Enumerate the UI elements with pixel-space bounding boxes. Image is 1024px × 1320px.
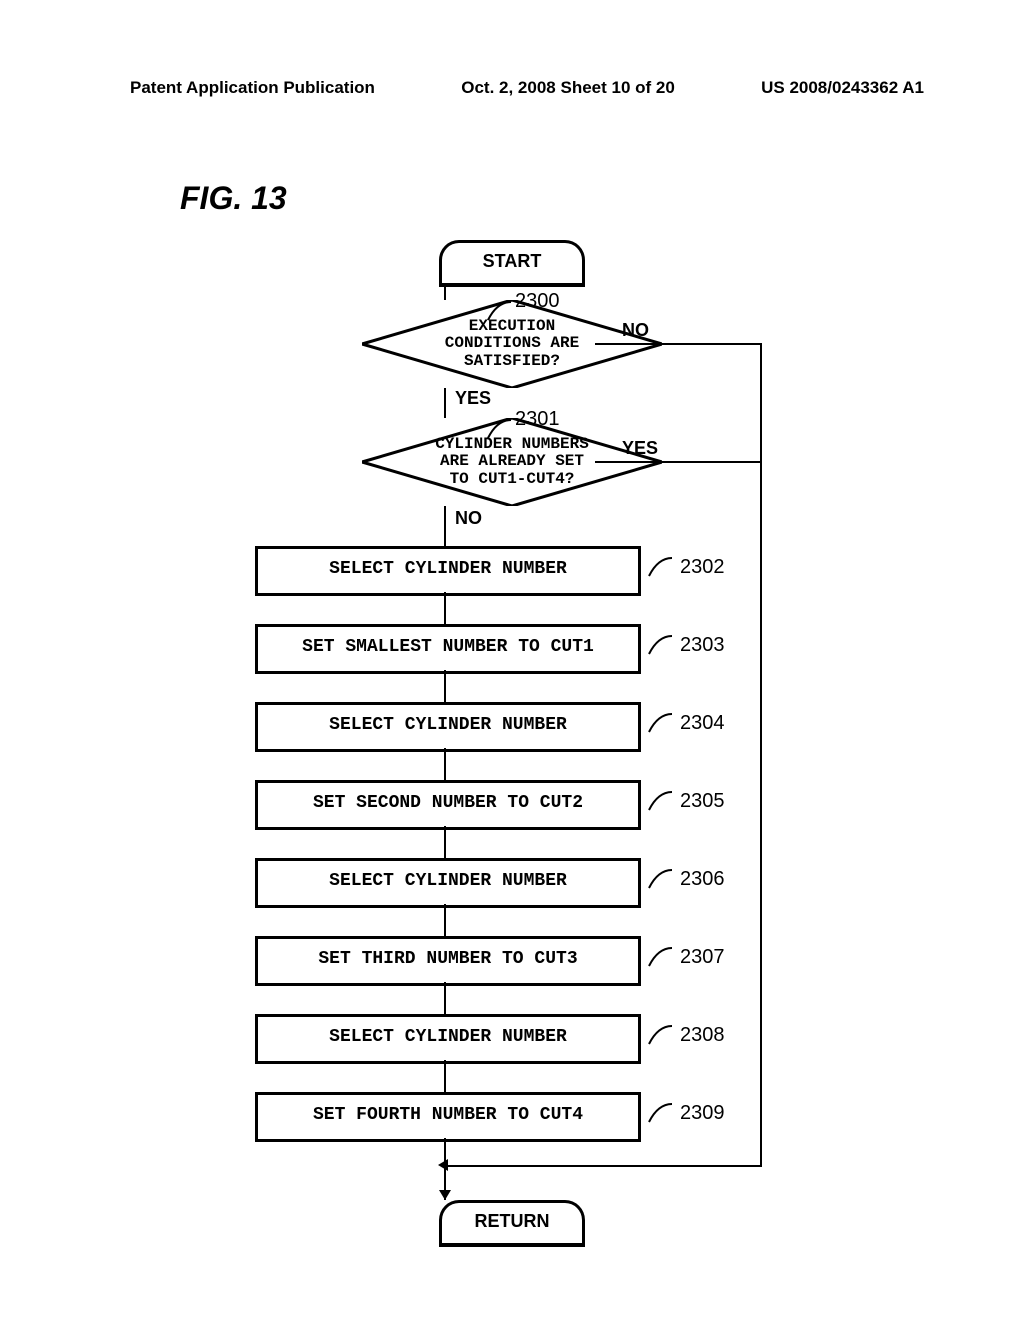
- connector: [444, 592, 446, 624]
- ref-2302: 2302: [680, 556, 725, 579]
- page-header: Patent Application Publication Oct. 2, 2…: [0, 78, 1024, 98]
- ref-2307: 2307: [680, 946, 725, 969]
- p7-text: SELECT CYLINDER NUMBER: [329, 1027, 567, 1047]
- ref-tick-icon: [485, 300, 515, 324]
- ref-tick-icon: [646, 1102, 676, 1126]
- figure-label: FIG. 13: [180, 180, 287, 217]
- ref-2309: 2309: [680, 1102, 725, 1125]
- connector: [444, 283, 446, 300]
- header-left: Patent Application Publication: [130, 78, 375, 98]
- ref-tick-icon: [646, 634, 676, 658]
- ref-2304: 2304: [680, 712, 725, 735]
- arrow-left-icon: [438, 1159, 448, 1171]
- return-label: RETURN: [475, 1211, 550, 1231]
- p1-text: SELECT CYLINDER NUMBER: [329, 559, 567, 579]
- connector: [760, 343, 762, 1165]
- process-set-cut3: SET THIRD NUMBER TO CUT3: [255, 936, 641, 986]
- d2-no-label: NO: [455, 508, 482, 529]
- ref-2301: 2301: [515, 408, 560, 431]
- connector: [444, 670, 446, 702]
- ref-tick-icon: [646, 946, 676, 970]
- connector: [595, 343, 760, 345]
- d1-no-label: NO: [622, 320, 649, 341]
- connector: [444, 388, 446, 418]
- ref-tick-icon: [485, 418, 515, 442]
- connector: [444, 904, 446, 936]
- ref-2305: 2305: [680, 790, 725, 813]
- p5-text: SELECT CYLINDER NUMBER: [329, 871, 567, 891]
- ref-2300: 2300: [515, 290, 560, 313]
- ref-2306: 2306: [680, 868, 725, 891]
- connector: [444, 1060, 446, 1092]
- ref-2308: 2308: [680, 1024, 725, 1047]
- start-terminal: START: [439, 240, 585, 287]
- process-select-cyl-2: SELECT CYLINDER NUMBER: [255, 702, 641, 752]
- process-select-cyl-1: SELECT CYLINDER NUMBER: [255, 546, 641, 596]
- ref-2303: 2303: [680, 634, 725, 657]
- process-set-cut4: SET FOURTH NUMBER TO CUT4: [255, 1092, 641, 1142]
- connector: [444, 826, 446, 858]
- connector: [595, 461, 760, 463]
- process-set-cut1: SET SMALLEST NUMBER TO CUT1: [255, 624, 641, 674]
- arrow-down-icon: [439, 1190, 451, 1200]
- p8-text: SET FOURTH NUMBER TO CUT4: [313, 1105, 583, 1125]
- p2-text: SET SMALLEST NUMBER TO CUT1: [302, 637, 594, 657]
- connector: [444, 506, 446, 546]
- process-set-cut2: SET SECOND NUMBER TO CUT2: [255, 780, 641, 830]
- ref-tick-icon: [646, 712, 676, 736]
- header-right: US 2008/0243362 A1: [761, 78, 924, 98]
- ref-tick-icon: [646, 556, 676, 580]
- p3-text: SELECT CYLINDER NUMBER: [329, 715, 567, 735]
- p6-text: SET THIRD NUMBER TO CUT3: [318, 949, 577, 969]
- connector: [445, 1165, 762, 1167]
- connector: [444, 982, 446, 1014]
- process-select-cyl-4: SELECT CYLINDER NUMBER: [255, 1014, 641, 1064]
- connector: [444, 748, 446, 780]
- p4-text: SET SECOND NUMBER TO CUT2: [313, 793, 583, 813]
- return-terminal: RETURN: [439, 1200, 585, 1247]
- ref-tick-icon: [646, 790, 676, 814]
- d1-yes-label: YES: [455, 388, 491, 409]
- ref-tick-icon: [646, 1024, 676, 1048]
- start-label: START: [483, 251, 542, 271]
- header-center: Oct. 2, 2008 Sheet 10 of 20: [461, 78, 675, 98]
- process-select-cyl-3: SELECT CYLINDER NUMBER: [255, 858, 641, 908]
- ref-tick-icon: [646, 868, 676, 892]
- d2-yes-label: YES: [622, 438, 658, 459]
